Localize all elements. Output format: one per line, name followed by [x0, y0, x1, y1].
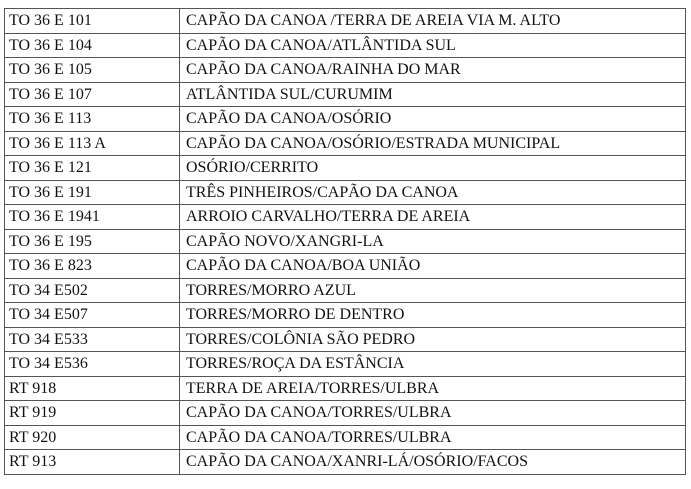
route-name-cell: CAPÃO DA CANOA/TORRES/ULBRA: [179, 424, 686, 450]
route-code-cell: TO 34 E502: [4, 277, 180, 303]
table-row: TO 34 E502 TORRES/MORRO AZUL: [4, 277, 686, 303]
route-code-cell: RT 919: [4, 400, 180, 426]
route-name-cell: CAPÃO NOVO/XANGRI-LA: [179, 228, 686, 254]
route-code-cell: TO 36 E 107: [4, 81, 180, 107]
table-row: TO 36 E 113 CAPÃO DA CANOA/OSÓRIO: [4, 106, 686, 132]
route-code-cell: RT 918: [4, 375, 180, 401]
route-name-cell: CAPÃO DA CANOA /TERRA DE AREIA VIA M. AL…: [179, 8, 686, 34]
table-row: TO 36 E 191 TRÊS PINHEIROS/CAPÃO DA CANOA: [4, 179, 686, 205]
route-name-cell: CAPÃO DA CANOA/OSÓRIO/ESTRADA MUNICIPAL: [179, 130, 686, 156]
route-name-cell: CAPÃO DA CANOA/BOA UNIÃO: [179, 253, 686, 279]
table-row: TO 36 E 1941 ARROIO CARVALHO/TERRA DE ARE…: [4, 204, 686, 230]
route-code-cell: RT 913: [4, 449, 180, 475]
route-code-cell: TO 36 E 121: [4, 155, 180, 181]
route-name-cell: TORRES/MORRO AZUL: [179, 277, 686, 303]
route-name-cell: CAPÃO DA CANOA/TORRES/ULBRA: [179, 400, 686, 426]
route-name-cell: ARROIO CARVALHO/TERRA DE AREIA: [179, 204, 686, 230]
route-name-cell: OSÓRIO/CERRITO: [179, 155, 686, 181]
routes-table-body: TO 36 E 101 CAPÃO DA CANOA /TERRA DE AREI…: [4, 8, 686, 475]
table-row: RT 920 CAPÃO DA CANOA/TORRES/ULBRA: [4, 424, 686, 450]
route-code-cell: RT 920: [4, 424, 180, 450]
table-row: TO 36 E 104 CAPÃO DA CANOA/ATLÂNTIDA SUL: [4, 32, 686, 58]
route-code-cell: TO 36 E 823: [4, 253, 180, 279]
route-name-cell: CAPÃO DA CANOA/XANRI-LÁ/OSÓRIO/FACOS: [179, 449, 686, 475]
route-code-cell: TO 34 E536: [4, 351, 180, 377]
route-name-cell: CAPÃO DA CANOA/ATLÂNTIDA SUL: [179, 32, 686, 58]
table-row: TO 36 E 101 CAPÃO DA CANOA /TERRA DE AREI…: [4, 8, 686, 34]
route-name-cell: TORRES/ROÇA DA ESTÂNCIA: [179, 351, 686, 377]
route-name-cell: ATLÂNTIDA SUL/CURUMIM: [179, 81, 686, 107]
route-name-cell: TORRES/MORRO DE DENTRO: [179, 302, 686, 328]
table-row: RT 913 CAPÃO DA CANOA/XANRI-LÁ/OSÓRIO/FAC…: [4, 449, 686, 475]
route-code-cell: TO 36 E 101: [4, 8, 180, 34]
table-row: TO 34 E507 TORRES/MORRO DE DENTRO: [4, 302, 686, 328]
route-code-cell: TO 36 E 195: [4, 228, 180, 254]
table-row: TO 36 E 823 CAPÃO DA CANOA/BOA UNIÃO: [4, 253, 686, 279]
table-row: TO 34 E533 TORRES/COLÔNIA SÃO PEDRO: [4, 326, 686, 352]
table-row: RT 918 TERRA DE AREIA/TORRES/ULBRA: [4, 375, 686, 401]
table-row: TO 36 E 105 CAPÃO DA CANOA/RAINHA DO MAR: [4, 57, 686, 83]
route-code-cell: TO 34 E507: [4, 302, 180, 328]
table-row: TO 36 E 113 A CAPÃO DA CANOA/OSÓRIO/ESTRA…: [4, 130, 686, 156]
routes-table: TO 36 E 101 CAPÃO DA CANOA /TERRA DE AREI…: [4, 8, 686, 475]
route-name-cell: TORRES/COLÔNIA SÃO PEDRO: [179, 326, 686, 352]
route-code-cell: TO 36 E 191: [4, 179, 180, 205]
table-row: TO 34 E536 TORRES/ROÇA DA ESTÂNCIA: [4, 351, 686, 377]
table-row: TO 36 E 195 CAPÃO NOVO/XANGRI-LA: [4, 228, 686, 254]
route-code-cell: TO 36 E 104: [4, 32, 180, 58]
table-row: TO 36 E 107 ATLÂNTIDA SUL/CURUMIM: [4, 81, 686, 107]
route-code-cell: TO 36 E 105: [4, 57, 180, 83]
route-name-cell: CAPÃO DA CANOA/RAINHA DO MAR: [179, 57, 686, 83]
route-code-cell: TO 36 E 1941: [4, 204, 180, 230]
route-code-cell: TO 34 E533: [4, 326, 180, 352]
route-code-cell: TO 36 E 113 A: [4, 130, 180, 156]
route-code-cell: TO 36 E 113: [4, 106, 180, 132]
table-row: TO 36 E 121 OSÓRIO/CERRITO: [4, 155, 686, 181]
table-row: RT 919 CAPÃO DA CANOA/TORRES/ULBRA: [4, 400, 686, 426]
route-name-cell: TRÊS PINHEIROS/CAPÃO DA CANOA: [179, 179, 686, 205]
route-name-cell: CAPÃO DA CANOA/OSÓRIO: [179, 106, 686, 132]
route-name-cell: TERRA DE AREIA/TORRES/ULBRA: [179, 375, 686, 401]
